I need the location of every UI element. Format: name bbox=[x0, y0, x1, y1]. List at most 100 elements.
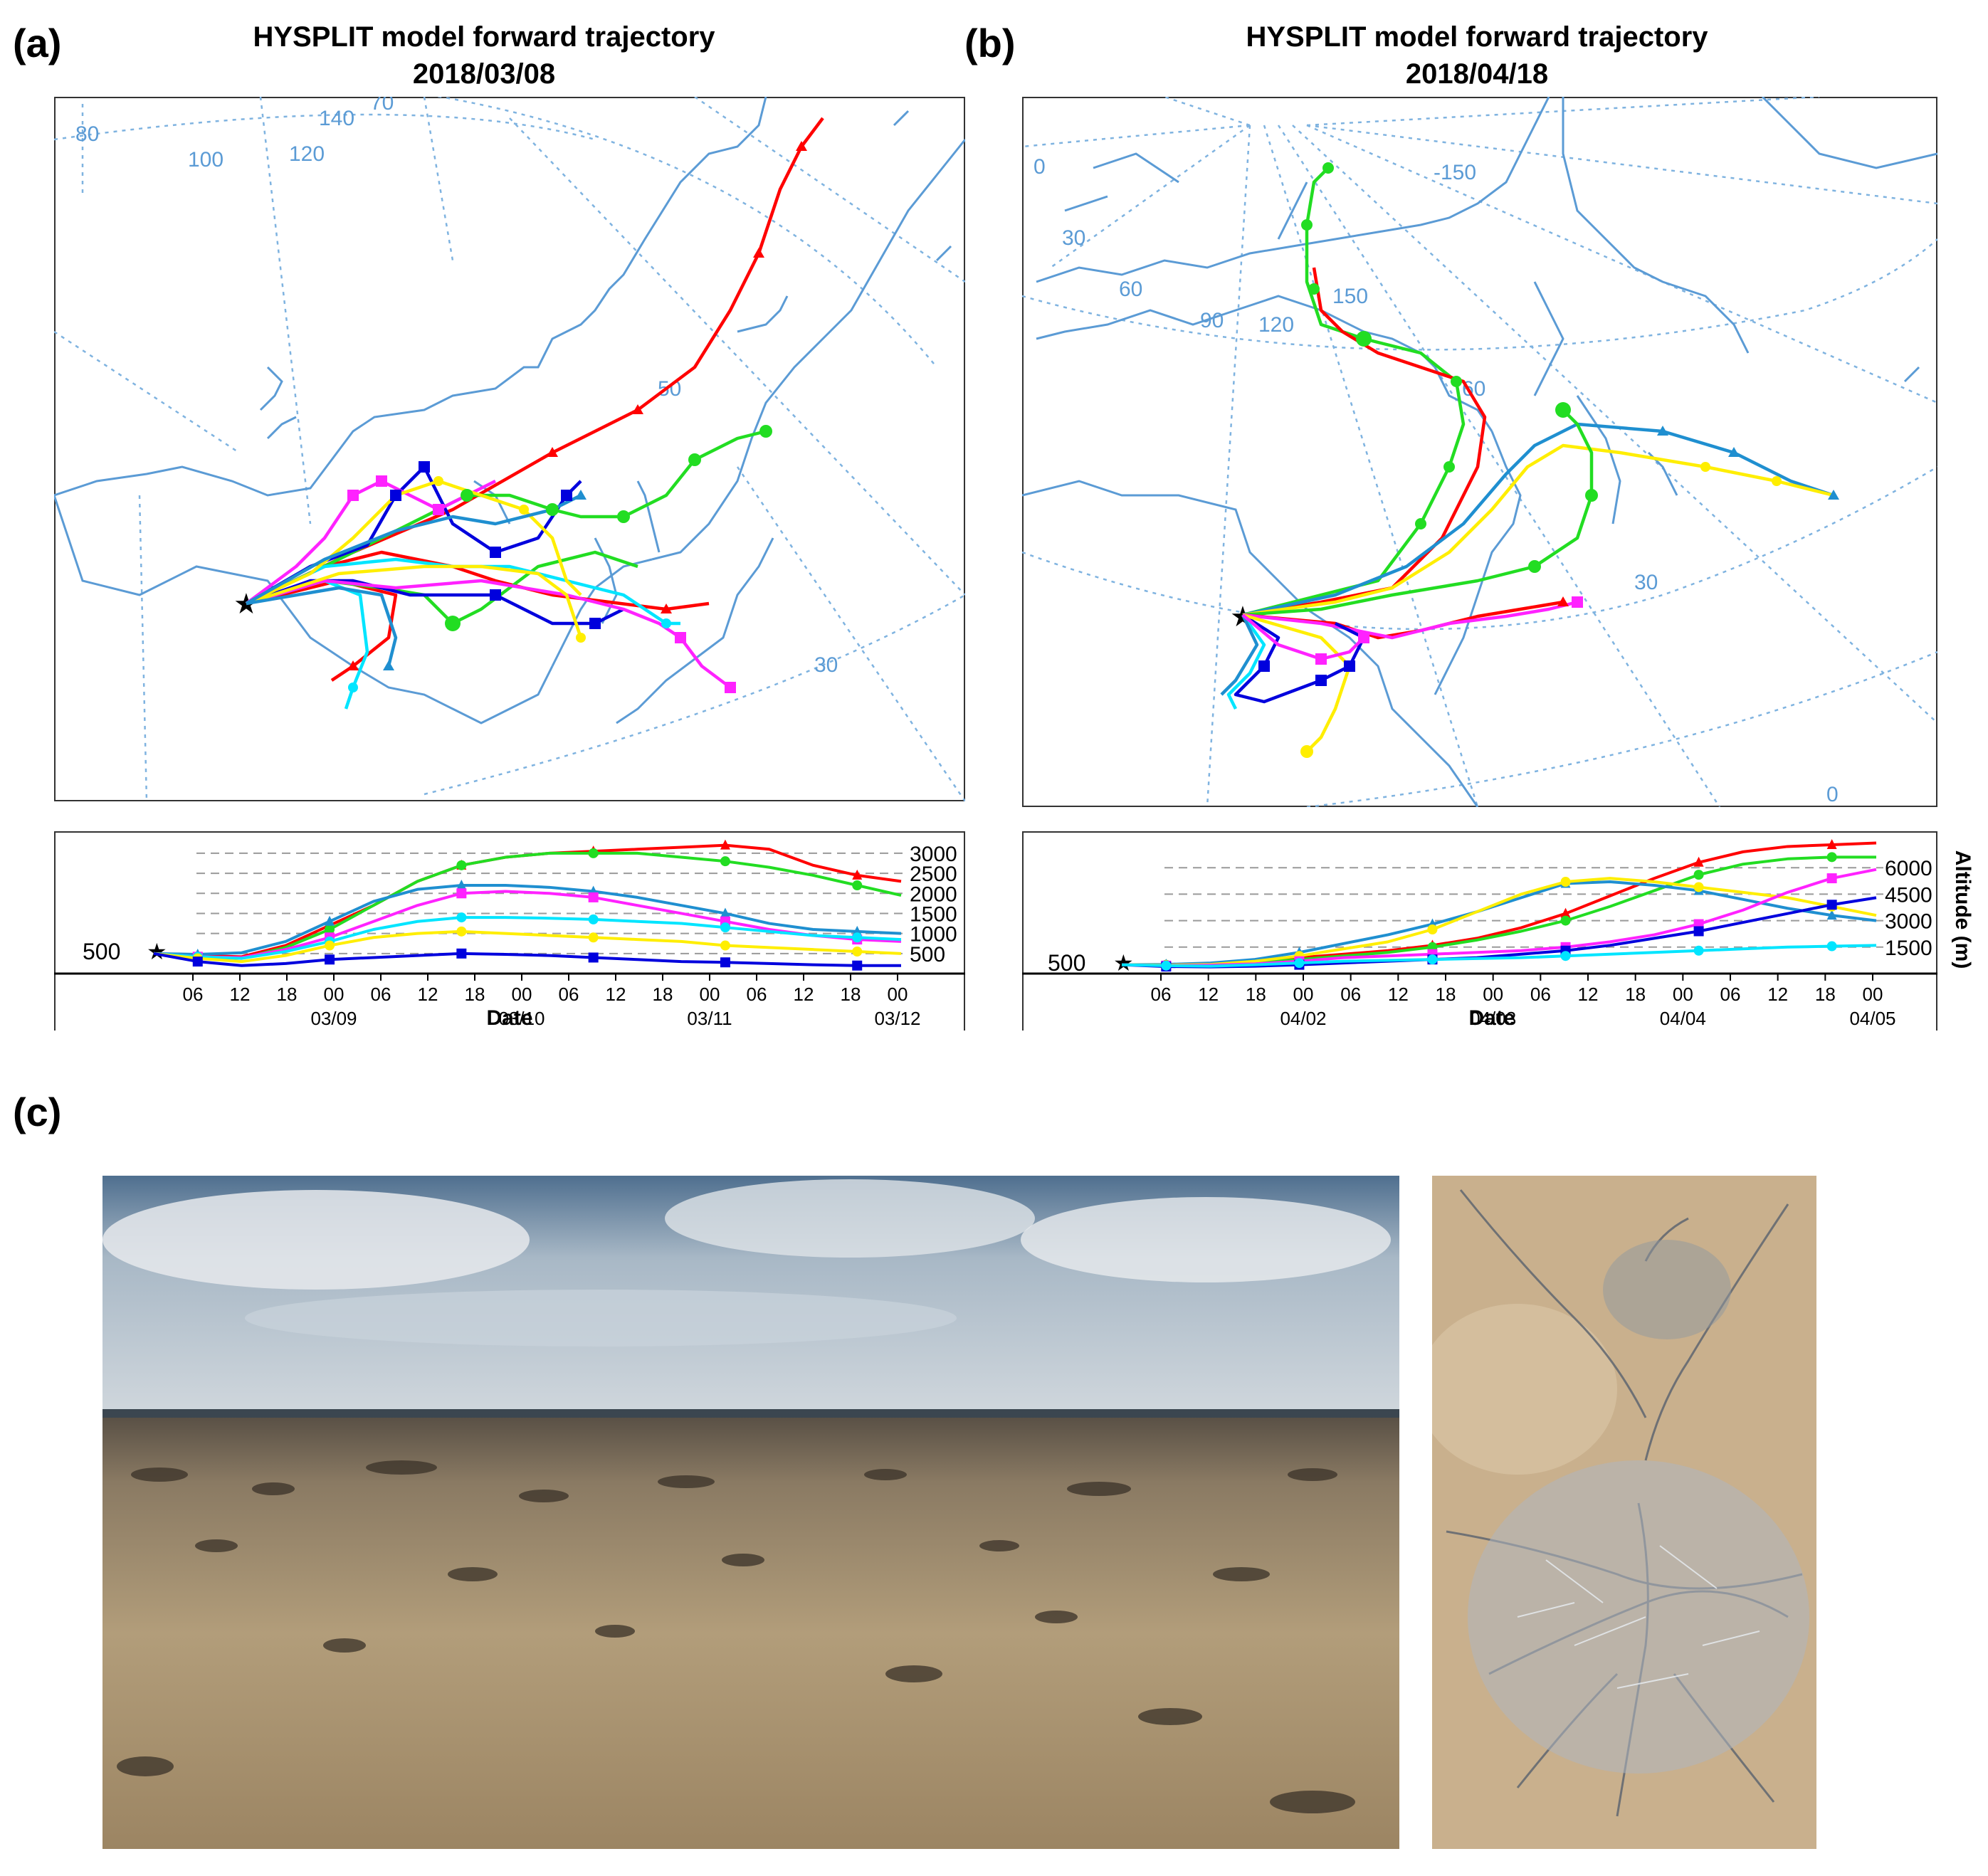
x-tick-label: 12 bbox=[230, 984, 251, 1005]
series-marker bbox=[1560, 877, 1571, 887]
series-marker bbox=[456, 880, 467, 890]
x-tick-label: 12 bbox=[606, 984, 626, 1005]
altitude-series-magenta bbox=[153, 890, 902, 959]
chart-title-a-line1: HYSPLIT model forward trajectory bbox=[253, 21, 715, 53]
date-label: 04/04 bbox=[1660, 1008, 1706, 1029]
marker-square bbox=[433, 504, 444, 515]
date-label: 03/12 bbox=[874, 1008, 920, 1029]
series-marker bbox=[192, 957, 203, 967]
chart-title-a-line2: 2018/03/08 bbox=[412, 58, 556, 90]
x-tick-label: 12 bbox=[1198, 984, 1219, 1005]
series-marker bbox=[1560, 907, 1571, 918]
marker-square bbox=[725, 682, 736, 693]
series-a bbox=[153, 839, 902, 971]
lat-label: 0 bbox=[1826, 783, 1839, 806]
trajectory-magenta-1 bbox=[1242, 600, 1578, 640]
marker-triangle bbox=[796, 141, 807, 151]
start-altitude-label: 500 bbox=[1048, 950, 1085, 976]
marker-triangle bbox=[1557, 596, 1569, 606]
landscape-photo bbox=[102, 1176, 1399, 1849]
series-marker bbox=[1693, 945, 1704, 956]
series-marker bbox=[456, 948, 467, 959]
horizon bbox=[102, 1409, 1399, 1419]
marker-square bbox=[1258, 660, 1270, 672]
x-tick-label: 18 bbox=[1625, 984, 1646, 1005]
x-tick-label: 00 bbox=[512, 984, 532, 1005]
lon-label: 30 bbox=[1062, 226, 1085, 250]
x-ticks-b: 06 12 18 00 06 12 18 00 06 12 18 00 06 12 18 00 04/02 04/… bbox=[1151, 974, 1896, 1029]
series-marker bbox=[852, 880, 863, 890]
marker-square bbox=[589, 618, 601, 629]
date-label: 04/05 bbox=[1849, 1008, 1895, 1029]
marker-circle bbox=[1451, 376, 1462, 387]
map-frame-a bbox=[54, 97, 965, 801]
marker-circle bbox=[1300, 745, 1313, 758]
date-label: 04/02 bbox=[1280, 1008, 1326, 1029]
series-marker bbox=[1560, 915, 1571, 926]
marker-circle bbox=[759, 425, 772, 438]
trajectory-cyan-1 bbox=[1226, 613, 1266, 710]
x-tick-label: 00 bbox=[700, 984, 720, 1005]
series-marker bbox=[852, 869, 863, 880]
marker-square bbox=[376, 475, 387, 487]
x-tick-label: 12 bbox=[1388, 984, 1409, 1005]
ground bbox=[102, 1418, 1399, 1849]
lon-label: 100 bbox=[188, 148, 223, 172]
series-marker bbox=[720, 957, 730, 968]
lon-label: -150 bbox=[1434, 161, 1476, 184]
marker-circle bbox=[433, 476, 443, 486]
altitude-series-steel bbox=[153, 884, 902, 956]
series-marker bbox=[325, 924, 335, 934]
x-tick-label: 12 bbox=[418, 984, 438, 1005]
series-marker bbox=[456, 912, 467, 923]
map-graticule-b bbox=[1022, 97, 1937, 807]
marker-circle bbox=[348, 683, 358, 692]
x-tick-label: 18 bbox=[1436, 984, 1456, 1005]
altitude-series-yellow bbox=[153, 929, 902, 964]
marker-triangle bbox=[347, 660, 359, 670]
marker-circle bbox=[617, 510, 630, 523]
x-tick-label: 12 bbox=[1767, 984, 1788, 1005]
cloud bbox=[1021, 1197, 1391, 1282]
marker-triangle bbox=[1657, 426, 1668, 436]
series-marker bbox=[1294, 958, 1305, 969]
lat-label: 30 bbox=[814, 653, 838, 677]
shrub-canopy bbox=[1603, 1240, 1731, 1339]
series-marker bbox=[1693, 870, 1704, 880]
shrubs bbox=[117, 1460, 1355, 1813]
series-marker bbox=[852, 960, 863, 971]
marker-circle bbox=[546, 503, 559, 516]
marker-circle bbox=[445, 616, 461, 631]
x-tick-label: 00 bbox=[1483, 984, 1503, 1005]
date-label: 03/09 bbox=[310, 1008, 357, 1029]
trajectory-cyan-2 bbox=[246, 557, 680, 626]
series-marker bbox=[456, 860, 467, 870]
trajectory-steel-1 bbox=[1242, 422, 1834, 617]
x-tick-label: 00 bbox=[1673, 984, 1693, 1005]
series-marker bbox=[588, 932, 599, 943]
series-marker bbox=[1826, 910, 1837, 920]
marker-circle bbox=[1700, 462, 1710, 472]
x-tick-label: 06 bbox=[1340, 984, 1361, 1005]
chart-title-b-line2: 2018/04/18 bbox=[1405, 58, 1549, 90]
series-marker bbox=[1693, 926, 1704, 937]
series-marker bbox=[1826, 900, 1837, 910]
series-marker bbox=[1693, 856, 1704, 867]
lon-label: 70 bbox=[370, 97, 394, 115]
series-marker bbox=[1826, 838, 1837, 849]
marker-circle bbox=[1443, 461, 1455, 473]
marker-circle bbox=[1772, 476, 1782, 486]
x-axis-label-b: Date bbox=[1468, 1006, 1515, 1030]
trajectory-yellow-1 bbox=[1242, 443, 1834, 617]
y-ticks-b: 6000 4500 3000 1500 bbox=[1885, 857, 1932, 960]
y-tick-label: 1500 bbox=[1885, 937, 1932, 960]
altitude-series-green bbox=[153, 851, 902, 960]
series-marker bbox=[588, 914, 599, 924]
trajectory-steel-2 bbox=[1220, 614, 1259, 696]
series-marker bbox=[720, 907, 730, 918]
cloud bbox=[102, 1190, 530, 1290]
lon-label: 60 bbox=[1119, 278, 1142, 301]
date-label: 03/11 bbox=[687, 1008, 732, 1029]
series-marker bbox=[1161, 960, 1172, 971]
marker-circle bbox=[1555, 402, 1571, 418]
